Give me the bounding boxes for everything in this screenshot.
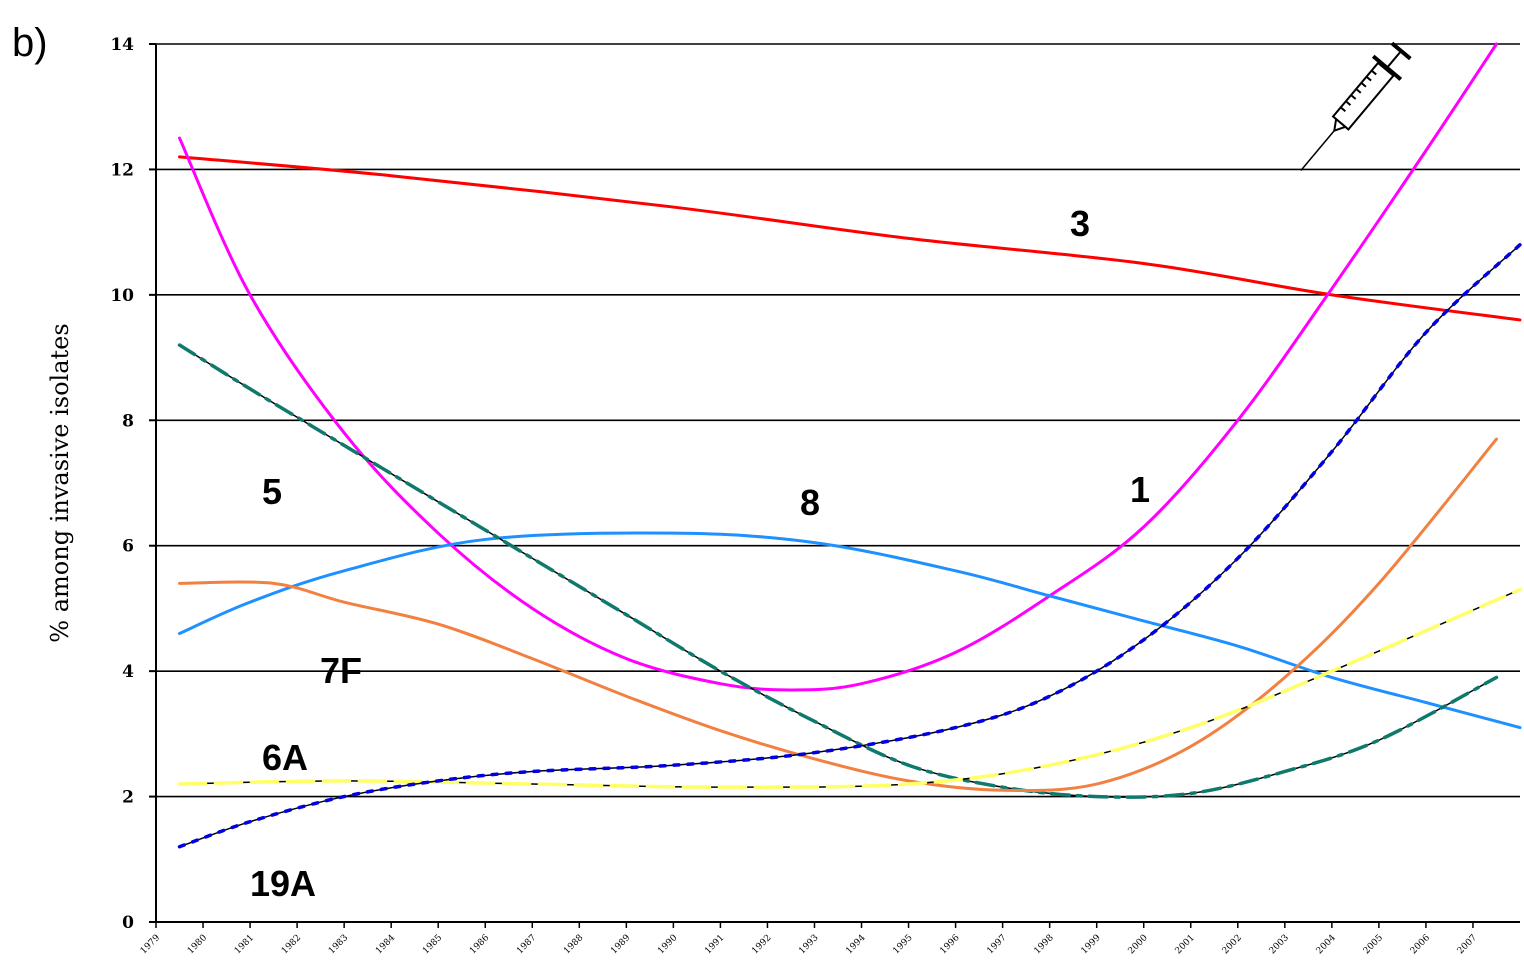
- series-1-line: [178, 42, 1498, 692]
- series-8-line: [178, 531, 1522, 730]
- y-tick-label: 2: [122, 788, 134, 808]
- x-tick-label: 1989: [609, 933, 632, 956]
- x-tick-label: 1992: [750, 933, 773, 956]
- x-tick-label: 2004: [1315, 933, 1338, 956]
- series-label-7f: 7F: [320, 650, 362, 691]
- series-7f-trendline: [179, 438, 1498, 792]
- x-tick-label: 2006: [1409, 933, 1432, 956]
- panel-label: b): [12, 21, 48, 65]
- series-19a-line: [177, 242, 1522, 849]
- y-tick-label: 12: [110, 160, 134, 180]
- series-6a-trendline: [179, 588, 1521, 788]
- x-tick-label: 1996: [938, 933, 961, 956]
- y-tick-label: 0: [122, 913, 134, 933]
- series-lines: [177, 42, 1522, 849]
- x-tick-label: 1993: [797, 933, 820, 956]
- series-label-6a: 6A: [262, 737, 308, 778]
- series-label-8: 8: [800, 482, 820, 523]
- series-labels: 3 1 8 5 7F 6A 19A: [250, 203, 1150, 904]
- x-tick-label: 2001: [1174, 933, 1197, 956]
- x-tick-label: 1999: [1080, 933, 1103, 956]
- y-tick-label: 10: [110, 286, 134, 306]
- series-label-3: 3: [1070, 203, 1090, 244]
- series-label-19a: 19A: [250, 863, 316, 904]
- x-tick-label: 1997: [985, 933, 1008, 956]
- syringe-icon: [1300, 41, 1412, 171]
- x-tick-label: 1979: [139, 933, 162, 956]
- y-tick-label: 8: [122, 411, 134, 431]
- y-tick-label: 4: [122, 662, 134, 682]
- x-tick-label: 1995: [891, 933, 914, 956]
- y-tick-label: 6: [122, 537, 134, 557]
- series-7f-line: [178, 437, 1498, 793]
- x-tick-label: 1994: [844, 933, 867, 956]
- x-tick-label: 1984: [374, 933, 397, 956]
- series-label-1: 1: [1130, 469, 1150, 510]
- y-tick-label: 14: [110, 35, 134, 55]
- x-tick-label: 2007: [1456, 933, 1479, 956]
- series-5-line: [177, 343, 1499, 799]
- x-tick-label: 1990: [656, 933, 679, 956]
- x-tick-label: 2005: [1362, 933, 1385, 956]
- x-tick-label: 1985: [421, 933, 444, 956]
- x-tick-label: 1983: [327, 933, 350, 956]
- x-tick-label: 1988: [562, 933, 585, 956]
- x-tick-label: 1998: [1033, 933, 1056, 956]
- x-tick-label: 1991: [703, 933, 726, 956]
- x-tick-label: 1981: [233, 933, 256, 956]
- series-6a-line: [177, 587, 1522, 789]
- x-tick-label: 2000: [1127, 933, 1150, 956]
- series-5-trendline: [179, 344, 1497, 798]
- axes: [155, 44, 1520, 923]
- series-1-trendline: [178, 43, 1498, 691]
- x-tick-labels: 1979 1980 1981 1982 1983 1984 1985 1986 1987 1988…: [139, 933, 1479, 956]
- series-label-5: 5: [262, 471, 282, 512]
- x-tick-label: 2002: [1221, 933, 1244, 956]
- x-tick-label: 1982: [280, 933, 303, 956]
- x-tick-label: 1980: [186, 933, 209, 956]
- x-tick-label: 2003: [1268, 933, 1291, 956]
- y-tick-labels: 0 2 4 6 8 10 12 14: [110, 35, 134, 933]
- x-tick-label: 1986: [468, 933, 491, 956]
- x-tick-label: 1987: [515, 933, 538, 956]
- y-axis-label: % among invasive isolates: [46, 323, 74, 642]
